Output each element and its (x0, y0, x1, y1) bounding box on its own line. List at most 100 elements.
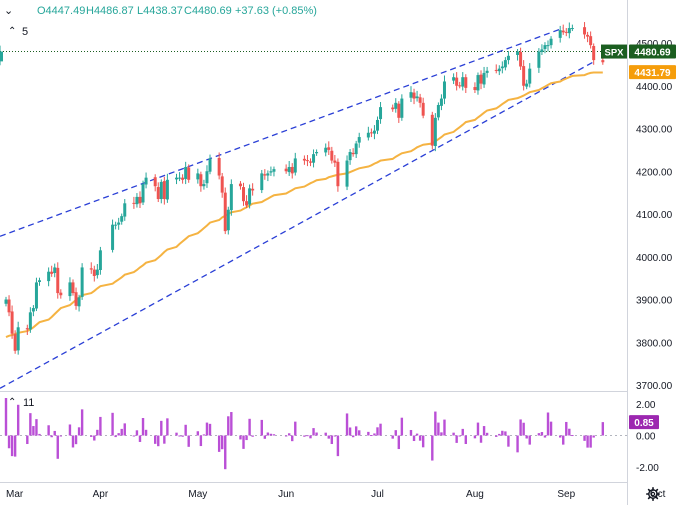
histogram-bar[interactable] (507, 435, 510, 447)
histogram-bar[interactable] (568, 428, 571, 436)
histogram-bar[interactable] (4, 398, 8, 436)
candle[interactable] (165, 173, 169, 203)
histogram-bar[interactable] (519, 419, 522, 436)
histogram-bar[interactable] (549, 421, 553, 436)
candle[interactable] (369, 128, 373, 138)
histogram-bar[interactable] (175, 432, 178, 436)
candle[interactable] (519, 47, 523, 70)
histogram-bar[interactable] (571, 435, 574, 437)
candle[interactable] (98, 246, 102, 275)
candle[interactable] (238, 181, 242, 190)
candle[interactable] (196, 168, 200, 184)
candle[interactable] (120, 213, 124, 225)
histogram-bar[interactable] (220, 435, 224, 450)
candle[interactable] (418, 93, 422, 108)
candle[interactable] (366, 126, 370, 141)
histogram-bar[interactable] (303, 435, 306, 437)
candle[interactable] (312, 149, 316, 168)
candle[interactable] (543, 42, 547, 54)
histogram-bar[interactable] (263, 435, 267, 439)
histogram-bar[interactable] (80, 409, 84, 436)
histogram-bar[interactable] (181, 435, 184, 437)
candle[interactable] (135, 193, 139, 208)
histogram-bar[interactable] (376, 427, 379, 436)
candle[interactable] (10, 305, 14, 339)
candle[interactable] (31, 305, 35, 317)
candle[interactable] (114, 221, 118, 230)
candle[interactable] (59, 289, 63, 299)
histogram-bar[interactable] (443, 419, 446, 436)
histogram-bar[interactable] (501, 430, 504, 436)
candle[interactable] (117, 217, 121, 230)
histogram-bar[interactable] (251, 435, 254, 437)
histogram-bar[interactable] (409, 429, 413, 436)
candle[interactable] (479, 70, 483, 90)
candle[interactable] (92, 265, 96, 282)
histogram-bar[interactable] (345, 413, 349, 436)
candle[interactable] (540, 44, 544, 55)
histogram-bar[interactable] (56, 435, 59, 459)
histogram-bar[interactable] (141, 418, 145, 436)
histogram-bar[interactable] (13, 435, 17, 457)
candle[interactable] (494, 64, 498, 74)
candle[interactable] (372, 125, 376, 140)
candle[interactable] (95, 264, 99, 279)
candle[interactable] (184, 161, 188, 185)
candle[interactable] (537, 48, 541, 73)
histogram-bar[interactable] (294, 421, 297, 436)
candle[interactable] (208, 154, 212, 175)
histogram-bar[interactable] (29, 413, 32, 436)
candle[interactable] (47, 267, 51, 287)
histogram-bar[interactable] (589, 435, 592, 448)
histogram-bar[interactable] (473, 435, 477, 439)
candle[interactable] (272, 166, 276, 177)
candle[interactable] (333, 155, 337, 167)
histogram-bar[interactable] (461, 428, 464, 436)
candle[interactable] (74, 287, 78, 310)
histogram-bar[interactable] (135, 430, 139, 436)
histogram-bar[interactable] (239, 435, 242, 440)
candle[interactable] (123, 199, 127, 221)
histogram-bar[interactable] (464, 435, 467, 445)
histogram-bar[interactable] (431, 435, 434, 461)
candle[interactable] (570, 24, 574, 32)
candle[interactable] (260, 169, 264, 194)
candle[interactable] (89, 262, 93, 274)
histogram-bar[interactable] (330, 435, 334, 445)
histogram-bar[interactable] (412, 435, 416, 442)
histogram-bar[interactable] (59, 435, 63, 437)
candle[interactable] (379, 101, 383, 124)
histogram-bar[interactable] (287, 433, 291, 436)
histogram-bar[interactable] (208, 423, 212, 436)
moving-average-line[interactable] (5, 71, 603, 339)
histogram-bar[interactable] (163, 435, 166, 444)
histogram-bar[interactable] (358, 430, 361, 436)
candle[interactable] (68, 277, 72, 301)
histogram-bar[interactable] (248, 418, 251, 436)
histogram-bar[interactable] (540, 432, 544, 436)
candle[interactable] (50, 265, 54, 277)
histogram-bar[interactable] (99, 416, 102, 436)
histogram-bar[interactable] (199, 435, 203, 447)
candle[interactable] (266, 170, 270, 182)
candle[interactable] (263, 169, 267, 180)
histogram-bar[interactable] (476, 422, 480, 436)
candle[interactable] (375, 116, 379, 135)
histogram-bar[interactable] (482, 426, 486, 436)
histogram-bar[interactable] (592, 435, 595, 438)
histogram-bar[interactable] (47, 425, 50, 436)
candle[interactable] (546, 40, 550, 52)
candle[interactable] (4, 296, 8, 307)
histogram-bar[interactable] (495, 435, 498, 437)
histogram-bar[interactable] (546, 412, 550, 436)
candle[interactable] (525, 79, 529, 90)
candle[interactable] (415, 90, 419, 102)
histogram-bar[interactable] (202, 434, 206, 436)
candle[interactable] (458, 81, 462, 89)
histogram-bar[interactable] (50, 435, 53, 438)
candle[interactable] (162, 176, 166, 205)
candle[interactable] (567, 22, 571, 39)
candle[interactable] (351, 148, 355, 157)
histogram-bar[interactable] (32, 426, 35, 436)
